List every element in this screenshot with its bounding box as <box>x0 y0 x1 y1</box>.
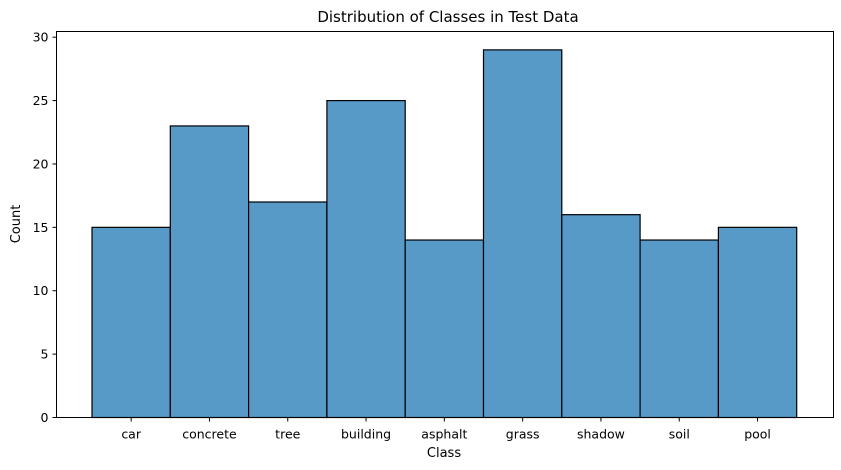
y-tick-label: 0 <box>41 410 49 425</box>
bar-shadow <box>561 214 641 419</box>
x-tick-label: soil <box>669 427 690 442</box>
x-tick-label: tree <box>275 427 300 442</box>
bar-concrete <box>169 125 250 419</box>
chart-title: Distribution of Classes in Test Data <box>317 8 578 26</box>
bar-asphalt <box>404 239 485 419</box>
y-tick-label: 15 <box>33 220 49 235</box>
y-tick-label: 20 <box>33 156 49 171</box>
y-tick-label: 10 <box>33 283 49 298</box>
bar-grass <box>482 49 563 419</box>
x-tick-label: car <box>121 427 142 442</box>
x-axis-label: Class <box>427 446 461 461</box>
bar-building <box>326 99 406 419</box>
plot-frame <box>56 31 834 418</box>
x-tick-label: grass <box>506 427 540 442</box>
x-axis-ticks: car concrete tree building asphalt grass shado… <box>121 417 771 442</box>
bar-tree <box>248 201 328 419</box>
bar-car <box>91 226 171 419</box>
y-tick-label: 5 <box>41 347 49 362</box>
x-tick-label: building <box>341 427 391 442</box>
y-axis-label: Count <box>9 205 24 244</box>
y-tick-label: 25 <box>33 93 49 108</box>
x-tick-label: concrete <box>182 427 237 442</box>
bar-pool <box>717 226 798 419</box>
bar-soil <box>639 239 719 419</box>
x-tick-label: asphalt <box>421 427 467 442</box>
bars-group <box>91 49 798 419</box>
x-tick-label: pool <box>744 427 771 442</box>
y-axis-ticks: 0 5 10 15 20 25 30 <box>33 30 57 425</box>
x-tick-label: shadow <box>577 427 625 442</box>
y-tick-label: 30 <box>33 30 49 45</box>
